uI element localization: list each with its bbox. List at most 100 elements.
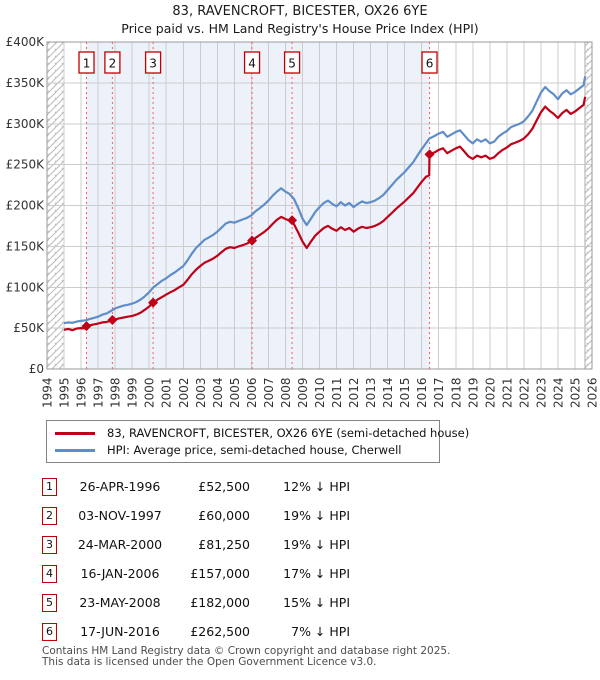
sale-vs-hpi: 17% ↓ HPI [283,566,350,581]
x-axis-tick-label: 2021 [500,377,514,408]
x-axis-tick-label: 2018 [449,377,463,408]
x-axis-tick-label: 2017 [432,377,446,408]
sale-number-label: 3 [149,57,157,71]
y-axis-tick-label: £0 [29,362,44,376]
x-axis-tick-label: 1997 [92,377,106,408]
y-axis-tick-label: £300K [6,117,46,131]
price-series-line [63,96,587,332]
x-axis-tick-label: 1999 [126,377,140,408]
sale-vs-hpi: 19% ↓ HPI [283,508,350,523]
sale-number-box: 1 [42,478,57,496]
sale-marker-diamond [424,149,435,160]
sale-date: 03-NOV-1997 [78,508,162,523]
x-axis-tick-label: 1995 [58,377,72,408]
sale-number-box: 2 [42,507,57,525]
x-axis-tick-label: 2009 [296,377,310,408]
sale-date: 24-MAR-2000 [77,537,163,552]
x-axis-tick-label: 2002 [177,377,191,408]
legend-label-hpi: HPI: Average price, semi-detached house,… [107,443,402,457]
x-axis-tick-label: 1994 [41,377,55,408]
y-axis-tick-label: £100K [6,280,46,294]
x-axis-tick-label: 2025 [568,377,582,408]
x-axis-tick-label: 2003 [194,377,208,408]
sale-number-label: 6 [426,57,434,71]
sale-date: 26-APR-1996 [79,479,161,494]
sale-number-label: 5 [288,57,296,71]
x-axis-tick-label: 2011 [330,377,344,408]
x-axis-tick-label: 2001 [160,377,174,408]
footer-license-line2: This data is licensed under the Open Gov… [42,656,377,668]
sale-price: £262,500 [190,624,250,639]
price-line-swatch [55,431,95,435]
sale-row: 5 23-MAY-2008 £182,000 15% ↓ HPI [0,594,600,614]
x-axis-tick-label: 2000 [143,377,157,408]
legend-label-price: 83, RAVENCROFT, BICESTER, OX26 6YE (semi… [107,426,470,440]
sale-number-box: 3 [42,536,57,554]
hpi-series-line [63,76,587,325]
x-axis-tick-label: 2015 [398,377,412,408]
sale-vs-hpi: 19% ↓ HPI [283,537,350,552]
x-axis-tick-label: 2007 [262,377,276,408]
y-axis-tick-label: £400K [6,36,46,49]
x-axis-tick-label: 2024 [551,377,565,408]
x-axis-tick-label: 2023 [534,377,548,408]
sale-row: 1 26-APR-1996 £52,500 12% ↓ HPI [0,478,600,498]
x-axis-tick-label: 2022 [517,377,531,408]
y-axis-tick-label: £200K [6,199,46,213]
sale-number-box [421,51,438,74]
x-axis-tick-label: 2026 [586,377,600,408]
sale-row: 4 16-JAN-2006 £157,000 17% ↓ HPI [0,565,600,585]
y-axis-tick-label: £250K [6,158,46,172]
sale-marker-diamond [148,297,159,308]
legend: 83, RAVENCROFT, BICESTER, OX26 6YE (semi… [46,420,469,463]
sale-number-box: 5 [42,594,57,612]
hpi-line-swatch [55,448,95,452]
sale-date: 23-MAY-2008 [79,595,161,610]
x-axis-tick-label: 2004 [211,377,225,408]
sale-number-box: 4 [42,565,57,583]
x-axis-tick-label: 2006 [245,377,259,408]
sale-number-label: 2 [109,57,117,71]
sale-price: £182,000 [190,595,250,610]
sale-vs-hpi: 7% ↓ HPI [291,624,350,639]
x-axis-tick-label: 2010 [313,377,327,408]
sale-vs-hpi: 15% ↓ HPI [283,595,350,610]
x-axis-tick-label: 2012 [347,377,361,408]
sale-number-box [243,51,261,74]
sale-number-box [78,51,95,74]
x-axis-tick-label: 2020 [483,377,497,408]
sale-number-box [104,51,121,74]
sale-number-label: 1 [83,57,91,71]
x-axis-tick-label: 2014 [381,377,395,408]
sale-marker-diamond [287,215,298,226]
page-title: 83, RAVENCROFT, BICESTER, OX26 6YE [172,4,428,19]
y-axis-tick-label: £50K [13,321,45,335]
x-axis-tick-label: 2019 [466,377,480,408]
sale-date: 16-JAN-2006 [80,566,160,581]
sale-number-box [283,51,301,74]
sale-vs-hpi: 12% ↓ HPI [283,479,350,494]
sale-row: 6 17-JUN-2016 £262,500 7% ↓ HPI [0,623,600,643]
sale-marker-diamond [247,235,258,246]
x-axis-tick-label: 1996 [75,377,89,408]
x-axis-tick-label: 2016 [415,377,429,408]
legend-item-price: 83, RAVENCROFT, BICESTER, OX26 6YE (semi… [47,425,469,441]
sale-price: £60,000 [198,508,250,523]
y-axis-tick-label: £350K [6,76,46,90]
x-axis-tick-label: 2013 [364,377,378,408]
footer-license-line1: Contains HM Land Registry data © Crown c… [42,645,451,657]
sale-date: 17-JUN-2016 [80,624,160,639]
sale-row: 2 03-NOV-1997 £60,000 19% ↓ HPI [0,507,600,527]
price-vs-hpi-chart: 1 2 3 4 5 6 £0 £50K £100K £150K £200K £250K £300K £35… [6,36,600,408]
x-axis-tick-label: 2005 [228,377,242,408]
sale-price: £52,500 [198,479,250,494]
sale-price: £157,000 [190,566,250,581]
sale-number-box: 6 [42,623,57,641]
sale-number-label: 4 [248,57,256,71]
sale-marker-diamond [107,314,118,325]
y-axis-tick-label: £150K [6,239,46,253]
legend-item-hpi: HPI: Average price, semi-detached house,… [47,442,402,458]
sale-number-box [144,51,162,74]
sale-price: £81,250 [198,537,250,552]
